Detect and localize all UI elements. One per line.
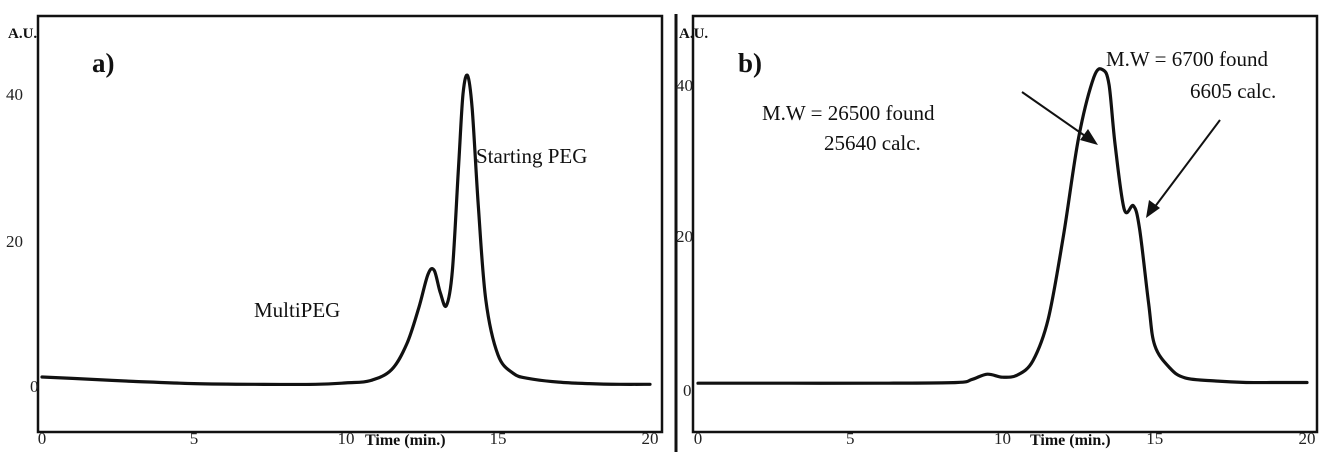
arrow-main-peak: [1021, 91, 1089, 139]
panel-b-xlabel: Time (min.): [1030, 432, 1111, 449]
panel-b-ticks: 0 5 10 15 20 0 20 40: [676, 76, 1316, 448]
panel-a-xlabel: Time (min.): [365, 432, 446, 449]
panel-a-xtick-0: 0: [38, 429, 47, 448]
panel-a-xtick-20: 20: [642, 429, 659, 448]
panel-b-trace: [696, 67, 1309, 385]
panel-a-ytick-0: 0: [30, 377, 39, 396]
panel-b-xtick-0: 0: [694, 429, 703, 448]
panel-a-xtick-10: 10: [338, 429, 355, 448]
panel-b-ytick-0: 0: [683, 381, 692, 400]
panel-b-ylabel: A.U.: [679, 26, 708, 42]
panel-a-ticks: 0 5 10 15 20 0 20 40: [6, 85, 659, 448]
arrowhead-shoulder-peak: [1146, 200, 1160, 218]
panel-b-xtick-10: 10: [994, 429, 1011, 448]
panel-b-ytick-20: 20: [676, 227, 693, 246]
panel-a-xtick-5: 5: [190, 429, 199, 448]
panel-b-xtick-15: 15: [1146, 429, 1163, 448]
annotation-calc-25640: 25640 calc.: [824, 131, 921, 155]
panel-b-xtick-20: 20: [1299, 429, 1316, 448]
arrow-shoulder-peak: [1153, 119, 1221, 209]
annotation-starting-peg: Starting PEG: [476, 144, 587, 168]
arrowhead-main-peak: [1080, 129, 1098, 145]
panel-b-label: b): [738, 48, 762, 78]
annotation-mw-6700: M.W = 6700 found: [1106, 47, 1268, 71]
annotation-calc-6605: 6605 calc.: [1190, 79, 1276, 103]
annotation-mw-26500: M.W = 26500 found: [762, 101, 935, 125]
panel-a-ylabel: A.U.: [8, 26, 37, 42]
panel-b-frame: [691, 14, 1319, 434]
panel-a-ytick-20: 20: [6, 232, 23, 251]
panel-a-xtick-15: 15: [490, 429, 507, 448]
panel-a-ytick-40: 40: [6, 85, 23, 104]
panel-a-label: a): [92, 48, 115, 78]
panel-a-frame: [36, 14, 664, 434]
panel-a-trace: [40, 73, 652, 387]
panel-b-xtick-5: 5: [846, 429, 855, 448]
panel-b-ytick-40: 40: [676, 76, 693, 95]
annotation-multipeg: MultiPEG: [254, 298, 340, 322]
